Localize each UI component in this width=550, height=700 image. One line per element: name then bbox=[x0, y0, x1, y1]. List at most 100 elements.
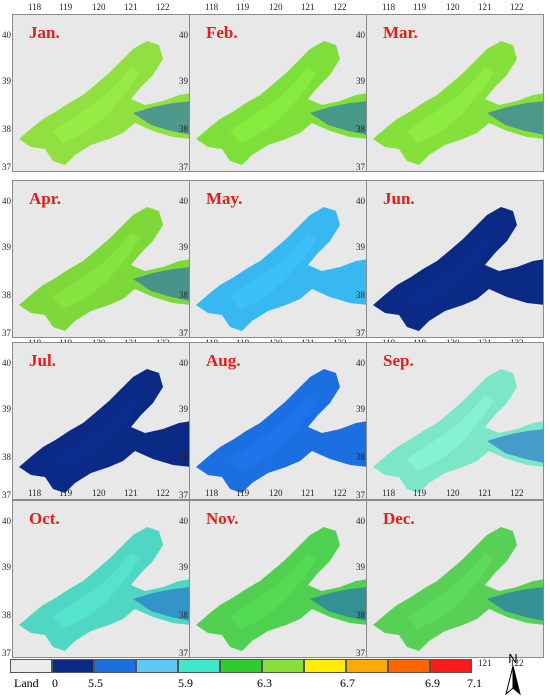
x-tick-label: 121 bbox=[301, 2, 315, 12]
sea-map bbox=[373, 527, 543, 651]
x-tick-label: 121 bbox=[478, 488, 492, 498]
month-label: Dec. bbox=[383, 509, 415, 528]
y-tick-label: 39 bbox=[356, 242, 365, 252]
x-tick-label: 120 bbox=[446, 488, 460, 498]
sea-map bbox=[373, 207, 543, 331]
x-tick-label: 119 bbox=[236, 488, 250, 498]
color-legend: Land 0 5.5 5.9 6.3 6.7 6.9 7.1 bbox=[0, 650, 550, 700]
x-tick-label: 121 bbox=[478, 2, 492, 12]
y-tick-label: 37 bbox=[179, 648, 188, 658]
x-tick-label: 120 bbox=[92, 2, 106, 12]
legend-value-label: 5.5 bbox=[88, 676, 103, 690]
x-tick-label: 118 bbox=[28, 488, 42, 498]
y-tick-label: 40 bbox=[356, 516, 365, 526]
y-tick-label: 38 bbox=[2, 290, 11, 300]
sea-map bbox=[196, 41, 366, 165]
map-panel: Jan. bbox=[12, 14, 190, 172]
sea-map bbox=[19, 527, 189, 651]
central-basin-region bbox=[53, 233, 139, 309]
strait-region bbox=[133, 267, 189, 301]
strait-region bbox=[310, 587, 366, 621]
y-tick-label: 40 bbox=[356, 30, 365, 40]
central-basin-region bbox=[53, 395, 139, 471]
legend-swatch bbox=[94, 659, 136, 673]
month-label: Feb. bbox=[206, 23, 238, 42]
x-tick-label: 122 bbox=[333, 2, 347, 12]
central-basin-region bbox=[230, 67, 316, 143]
x-tick-label: 122 bbox=[156, 488, 170, 498]
strait-region bbox=[487, 429, 543, 463]
map-panel: May. bbox=[189, 180, 367, 338]
y-tick-label: 37 bbox=[356, 490, 365, 500]
map-panel: Dec. bbox=[366, 500, 544, 658]
x-tick-label: 122 bbox=[156, 2, 170, 12]
x-tick-label: 122 bbox=[510, 658, 524, 668]
y-tick-label: 40 bbox=[356, 196, 365, 206]
sea-map bbox=[373, 369, 543, 493]
month-label: Jul. bbox=[29, 351, 56, 370]
y-tick-label: 39 bbox=[179, 404, 188, 414]
strait-region bbox=[487, 587, 543, 621]
strait-region bbox=[133, 101, 189, 135]
y-tick-label: 37 bbox=[2, 490, 11, 500]
y-tick-label: 38 bbox=[356, 124, 365, 134]
sea-map bbox=[19, 41, 189, 165]
x-tick-label: 120 bbox=[269, 2, 283, 12]
y-tick-label: 40 bbox=[179, 358, 188, 368]
y-tick-label: 39 bbox=[356, 404, 365, 414]
month-label: Aug. bbox=[206, 351, 241, 370]
map-panel: Apr. bbox=[12, 180, 190, 338]
y-tick-label: 37 bbox=[356, 162, 365, 172]
x-tick-label: 119 bbox=[59, 488, 73, 498]
y-tick-label: 39 bbox=[2, 76, 11, 86]
month-label: Jan. bbox=[29, 23, 60, 42]
month-label: Oct. bbox=[29, 509, 60, 528]
legend-swatch bbox=[52, 659, 94, 673]
y-tick-label: 37 bbox=[2, 328, 11, 338]
y-tick-label: 37 bbox=[356, 328, 365, 338]
x-tick-label: 120 bbox=[269, 488, 283, 498]
sea-map bbox=[196, 527, 366, 651]
x-tick-label: 119 bbox=[413, 2, 427, 12]
y-tick-label: 40 bbox=[179, 516, 188, 526]
map-panel: Nov. bbox=[189, 500, 367, 658]
legend-land-label: Land bbox=[14, 676, 39, 690]
x-tick-label: 121 bbox=[301, 488, 315, 498]
legend-swatch bbox=[136, 659, 178, 673]
x-tick-label: 121 bbox=[124, 488, 138, 498]
y-tick-label: 38 bbox=[2, 124, 11, 134]
legend-value-label: 6.9 bbox=[425, 676, 440, 690]
sea-map bbox=[19, 207, 189, 331]
central-basin-region bbox=[230, 233, 316, 309]
legend-swatch bbox=[304, 659, 346, 673]
monthly-map-grid: Jan. 118 119 120 121 122 40 39 38 37 Feb. 118 119 120… bbox=[2, 2, 544, 668]
x-tick-label: 118 bbox=[28, 2, 42, 12]
y-tick-label: 39 bbox=[2, 404, 11, 414]
month-label: Nov. bbox=[206, 509, 239, 528]
y-tick-label: 37 bbox=[179, 490, 188, 500]
legend-value-label: 5.9 bbox=[178, 676, 193, 690]
month-label: Sep. bbox=[383, 351, 414, 370]
x-tick-label: 121 bbox=[478, 658, 492, 668]
y-tick-label: 39 bbox=[179, 242, 188, 252]
x-tick-label: 120 bbox=[92, 488, 106, 498]
y-tick-label: 38 bbox=[179, 124, 188, 134]
map-panel: Mar. bbox=[366, 14, 544, 172]
x-tick-label: 119 bbox=[236, 2, 250, 12]
month-label: May. bbox=[206, 189, 243, 208]
legend-swatch bbox=[178, 659, 220, 673]
central-basin-region bbox=[53, 67, 139, 143]
x-tick-label: 119 bbox=[413, 488, 427, 498]
y-tick-label: 39 bbox=[356, 76, 365, 86]
y-tick-label: 40 bbox=[179, 30, 188, 40]
map-panel: Aug. bbox=[189, 342, 367, 500]
x-tick-label: 119 bbox=[59, 2, 73, 12]
y-tick-label: 38 bbox=[356, 452, 365, 462]
y-tick-label: 40 bbox=[2, 196, 11, 206]
map-panel: Jul. bbox=[12, 342, 190, 500]
y-tick-label: 40 bbox=[179, 196, 188, 206]
sea-map bbox=[196, 207, 366, 331]
y-tick-label: 40 bbox=[356, 358, 365, 368]
y-tick-label: 38 bbox=[179, 452, 188, 462]
x-tick-label: 118 bbox=[205, 488, 219, 498]
